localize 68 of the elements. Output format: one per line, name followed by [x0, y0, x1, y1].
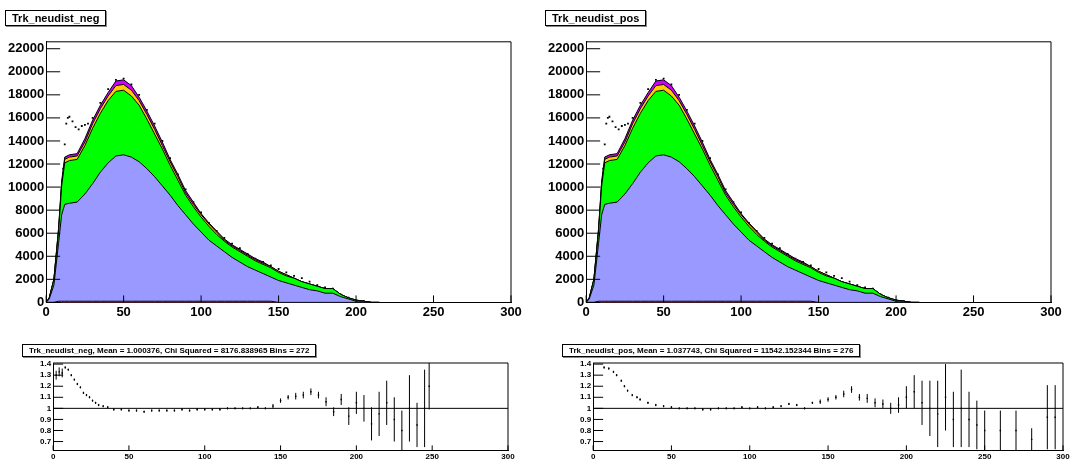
x-tick-label: 150 — [267, 303, 290, 319]
chart-title: Trk_neudist_neg — [5, 10, 107, 26]
y-tick-label: 1.4 — [40, 359, 52, 369]
y-tick-label: 20000 — [7, 63, 45, 79]
x-tick-label: 250 — [962, 303, 985, 319]
y-tick-label: 4000 — [555, 247, 585, 263]
x-tick-label: 100 — [198, 452, 212, 462]
x-tick-label: 50 — [656, 303, 671, 319]
x-tick-label: 100 — [190, 303, 212, 319]
y-tick-label: 1 — [46, 403, 52, 413]
y-tick-label: 20000 — [547, 63, 585, 79]
y-tick-label: 16000 — [7, 109, 45, 125]
chart-title: Trk_neudist_pos — [545, 10, 647, 26]
y-tick-label: 0.7 — [40, 436, 52, 446]
y-tick-label: 1.3 — [40, 370, 52, 380]
y-tick-label: 14000 — [7, 132, 45, 148]
y-tick-label: 0.7 — [580, 436, 592, 446]
y-tick-label: 2000 — [15, 270, 45, 286]
y-tick-label: 10000 — [7, 178, 45, 194]
x-tick-label: 250 — [422, 303, 445, 319]
y-tick-label: 1.1 — [580, 392, 592, 402]
y-tick-label: 12000 — [7, 155, 45, 171]
x-tick-label: 200 — [349, 452, 364, 462]
x-tick-label: 100 — [730, 303, 752, 319]
y-tick-label: 0.9 — [580, 414, 592, 424]
x-tick-label: 150 — [273, 452, 288, 462]
y-tick-label: 1.2 — [580, 381, 592, 391]
y-tick-label: 22000 — [7, 40, 45, 56]
y-tick-label: 1.3 — [580, 370, 592, 380]
x-tick-label: 50 — [116, 303, 131, 319]
y-tick-label: 0 — [576, 293, 585, 309]
x-tick-label: 300 — [501, 452, 516, 462]
x-tick-label: 200 — [899, 452, 914, 462]
x-tick-label: 50 — [666, 452, 677, 462]
y-tick-label: 4000 — [15, 247, 45, 263]
y-tick-label: 0.9 — [40, 414, 52, 424]
x-tick-label: 200 — [885, 303, 907, 319]
y-tick-label: 14000 — [547, 132, 585, 148]
y-tick-label: 18000 — [547, 86, 585, 102]
y-tick-label: 1 — [586, 403, 592, 413]
y-tick-label: 22000 — [547, 40, 585, 56]
x-tick-label: 300 — [1056, 452, 1071, 462]
x-tick-label: 200 — [345, 303, 367, 319]
y-tick-label: 0.8 — [40, 425, 52, 435]
y-tick-label: 1.2 — [40, 381, 52, 391]
x-tick-label: 100 — [743, 452, 757, 462]
y-tick-label: 1.4 — [580, 359, 592, 369]
y-tick-label: 12000 — [547, 155, 585, 171]
y-tick-label: 0.8 — [580, 425, 592, 435]
x-tick-label: 300 — [1040, 303, 1062, 319]
x-tick-label: 150 — [807, 303, 830, 319]
x-tick-label: 150 — [821, 452, 836, 462]
y-tick-label: 16000 — [547, 109, 585, 125]
y-tick-label: 6000 — [555, 224, 585, 240]
y-tick-label: 8000 — [555, 201, 585, 217]
y-tick-label: 8000 — [15, 201, 45, 217]
y-tick-label: 6000 — [15, 224, 45, 240]
chart-title: Trk_neudist_neg, Mean = 1.000376, Chi Squared = 8176.838965 Bins = 272 — [22, 344, 317, 357]
x-tick-label: 250 — [425, 452, 440, 462]
x-tick-label: 250 — [978, 452, 992, 462]
y-tick-label: 0 — [36, 293, 45, 309]
y-tick-label: 18000 — [7, 86, 45, 102]
y-tick-label: 10000 — [547, 178, 585, 194]
y-tick-label: 1.1 — [40, 392, 52, 402]
y-tick-label: 2000 — [555, 270, 585, 286]
chart-title: Trk_neudist_pos, Mean = 1.037743, Chi Squared = 11542.152344 Bins = 276 — [562, 344, 861, 357]
x-tick-label: 50 — [124, 452, 134, 462]
x-tick-label: 300 — [500, 303, 522, 319]
